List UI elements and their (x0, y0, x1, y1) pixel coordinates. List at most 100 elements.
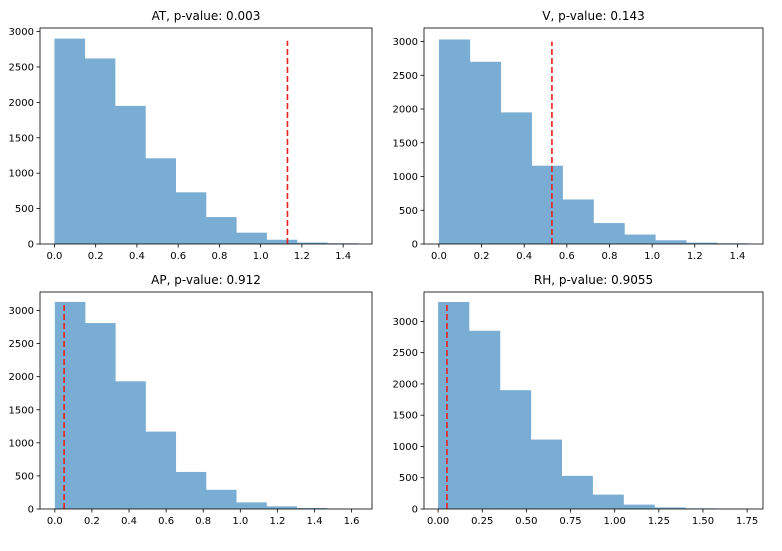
y-tick-label: 3000 (393, 317, 418, 328)
chart-panel-v: 0.0 0.2 0.4 0.6 0.8 1.0 1.2 1.4 0 500 1000 1500 2000… (393, 9, 763, 262)
histogram-bar (500, 390, 531, 509)
x-tick-label: 0.8 (602, 251, 618, 262)
histogram-bar (85, 58, 116, 244)
chart-title-v: V, p-value: 0.143 (542, 9, 644, 23)
y-tick-label: 1500 (393, 138, 418, 149)
histogram-bar (267, 240, 298, 244)
x-tick-label: 0.6 (559, 251, 575, 262)
histogram-bar (206, 490, 237, 509)
x-tick-label: 0.6 (158, 516, 174, 527)
y-tick-label: 1500 (9, 405, 34, 416)
histogram-bar (501, 112, 532, 244)
chart-panel-at: 0.0 0.2 0.4 0.6 0.8 1.0 1.2 1.4 0 500 1000 1500 2000… (9, 9, 372, 262)
x-tick-label: 0.8 (211, 251, 227, 262)
y-tick-label: 2500 (393, 348, 418, 359)
y-tick-label: 0 (412, 505, 418, 516)
x-tick-label: 1.4 (307, 516, 323, 527)
x-tick-label: 1.2 (687, 251, 703, 262)
chart-title-at: AT, p-value: 0.003 (152, 9, 261, 23)
histogram-bar (470, 62, 501, 244)
x-tick-label: 0.0 (46, 251, 62, 262)
x-tick-label: 1.00 (604, 516, 626, 527)
histogram-bar (236, 233, 267, 244)
x-tick-label: 0.50 (515, 516, 537, 527)
histogram-bar (145, 158, 176, 244)
y-tick-label: 1000 (9, 438, 34, 449)
y-tick-label: 2000 (9, 372, 34, 383)
histogram-bar (146, 432, 177, 509)
y-tick-label: 2000 (393, 105, 418, 116)
x-tick-label: 0.4 (129, 251, 145, 262)
y-tick-label: 500 (399, 473, 418, 484)
x-tick-label: 0.75 (559, 516, 581, 527)
chart-panel-rh: 0.00 0.25 0.50 0.75 1.00 1.25 1.50 1.75 0 500 1000… (393, 273, 763, 527)
y-tick-label: 1500 (393, 411, 418, 422)
x-tick-label: 1.2 (294, 251, 310, 262)
histogram-bar (563, 199, 594, 244)
x-tick-label: 0.0 (431, 251, 447, 262)
y-tick-label: 2000 (393, 379, 418, 390)
y-tick-label: 500 (15, 204, 34, 215)
histogram-bar (531, 440, 562, 509)
y-tick-label: 0 (412, 240, 418, 251)
x-tick-label: 0.4 (516, 251, 532, 262)
y-tick-label: 1000 (9, 169, 34, 180)
x-tick-label: 1.2 (269, 516, 285, 527)
histogram-bar (624, 235, 655, 244)
x-tick-label: 0.4 (121, 516, 137, 527)
histogram-bar (176, 472, 207, 509)
x-tick-label: 0.2 (88, 251, 104, 262)
y-tick-label: 3000 (9, 27, 34, 38)
y-tick-label: 2000 (9, 98, 34, 109)
y-tick-label: 0 (28, 505, 34, 516)
x-tick-label: 1.6 (344, 516, 360, 527)
y-tick-label: 1000 (393, 172, 418, 183)
histogram-bar (85, 323, 116, 509)
histogram-bar (176, 192, 207, 244)
histogram-bar (593, 495, 624, 509)
y-tick-label: 2500 (9, 339, 34, 350)
y-tick-label: 500 (399, 206, 418, 217)
x-tick-label: 0.2 (84, 516, 100, 527)
x-tick-label: 0.2 (474, 251, 490, 262)
y-tick-label: 2500 (9, 62, 34, 73)
y-tick-label: 1000 (393, 442, 418, 453)
histogram-bar (594, 223, 625, 244)
y-tick-label: 3000 (9, 306, 34, 317)
histogram-bar (438, 302, 469, 509)
x-tick-label: 1.50 (692, 516, 714, 527)
histogram-bar (532, 166, 563, 244)
y-tick-label: 2500 (393, 71, 418, 82)
y-tick-label: 500 (15, 471, 34, 482)
histogram-bar (236, 502, 267, 509)
y-tick-label: 3000 (393, 37, 418, 48)
x-tick-label: 0.6 (170, 251, 186, 262)
x-tick-label: 1.75 (736, 516, 758, 527)
chart-panel-ap: 0.0 0.2 0.4 0.6 0.8 1.0 1.2 1.4 1.6 0 500 1000 1500 2… (9, 273, 372, 527)
x-tick-label: 1.4 (729, 251, 745, 262)
histogram-bar (115, 381, 146, 509)
chart-title-rh: RH, p-value: 0.9055 (534, 273, 653, 287)
x-tick-label: 1.4 (335, 251, 351, 262)
histogram-bar (655, 240, 686, 244)
histogram-bar (562, 476, 593, 509)
histogram-bar (115, 106, 146, 244)
x-tick-label: 1.0 (232, 516, 248, 527)
x-tick-label: 0.00 (427, 516, 449, 527)
histogram-bar (469, 331, 500, 509)
x-tick-label: 1.25 (648, 516, 670, 527)
x-tick-label: 0.8 (195, 516, 211, 527)
x-tick-label: 1.0 (644, 251, 660, 262)
histogram-bar (624, 505, 655, 509)
histogram-bar (206, 217, 237, 244)
y-tick-label: 1500 (9, 133, 34, 144)
x-tick-label: 0.25 (471, 516, 493, 527)
histogram-bar (439, 39, 470, 244)
x-tick-label: 1.0 (253, 251, 269, 262)
histogram-bar (55, 302, 86, 509)
histogram-bar (54, 39, 85, 244)
x-tick-label: 0.0 (47, 516, 63, 527)
y-tick-label: 0 (28, 240, 34, 251)
chart-title-ap: AP, p-value: 0.912 (151, 273, 261, 287)
